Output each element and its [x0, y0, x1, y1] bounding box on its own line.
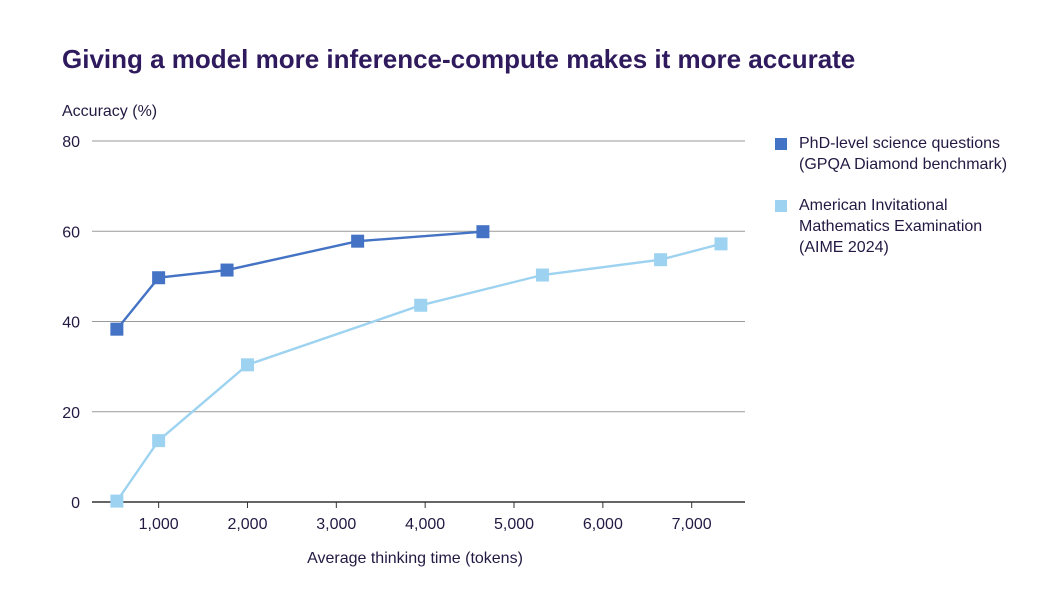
- legend-item-gpqa: PhD-level science questions (GPQA Diamon…: [775, 133, 1025, 175]
- y-tick-label: 80: [62, 134, 80, 151]
- x-tick-label: 6,000: [583, 516, 623, 533]
- legend-label-gpqa: PhD-level science questions (GPQA Diamon…: [799, 135, 1008, 173]
- legend-item-aime: American Invitational Mathematics Examin…: [775, 195, 1025, 258]
- data-point-marker: [110, 494, 124, 508]
- data-point-marker: [714, 237, 728, 251]
- y-tick-label: 20: [62, 405, 80, 422]
- legend-swatch-aime: [775, 200, 787, 212]
- series-line-0: [115, 230, 483, 330]
- data-point-marker: [220, 263, 234, 277]
- data-point-marker: [152, 271, 166, 285]
- chart-title: Giving a model more inference-compute ma…: [62, 44, 856, 74]
- data-point-marker: [152, 434, 166, 448]
- data-point-marker: [535, 268, 549, 282]
- x-tick-label: 2,000: [227, 516, 267, 533]
- x-tick-label: 7,000: [672, 516, 712, 533]
- y-tick-label: 40: [62, 315, 80, 332]
- legend-swatch-gpqa: [775, 138, 787, 150]
- series-line-1: [115, 242, 722, 502]
- y-tick-label: 60: [62, 224, 80, 241]
- x-tick-label: 4,000: [405, 516, 445, 533]
- y-tick-label: 0: [71, 495, 80, 512]
- data-point-marker: [351, 234, 365, 248]
- data-point-marker: [654, 253, 668, 267]
- x-tick-label: 3,000: [316, 516, 356, 533]
- data-point-marker: [240, 358, 254, 372]
- data-point-marker: [414, 298, 428, 312]
- legend: PhD-level science questions (GPQA Diamon…: [775, 133, 1025, 278]
- y-axis-label: Accuracy (%): [62, 103, 157, 120]
- x-tick-label: 5,000: [494, 516, 534, 533]
- x-tick-label: 1,000: [139, 516, 179, 533]
- data-point-marker: [476, 225, 490, 239]
- legend-label-aime: American Invitational Mathematics Examin…: [799, 197, 983, 256]
- x-axis-label: Average thinking time (tokens): [307, 550, 523, 567]
- data-point-marker: [110, 322, 124, 336]
